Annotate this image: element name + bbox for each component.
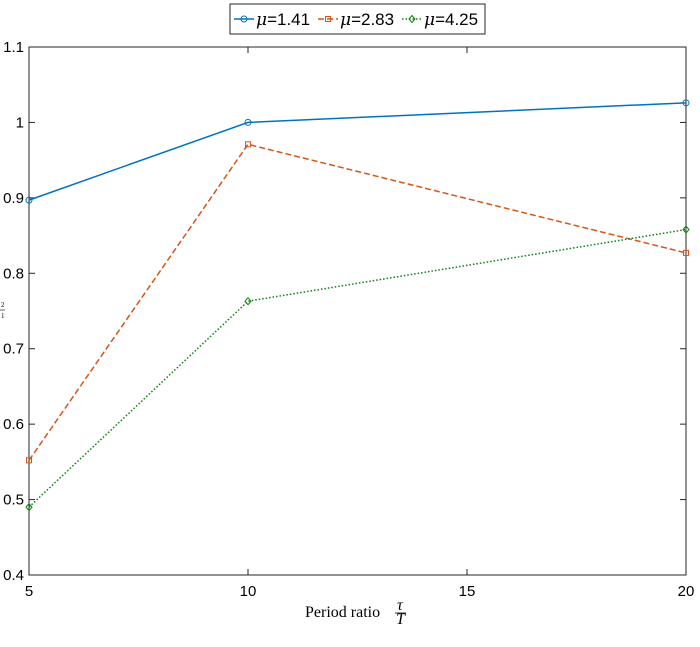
legend: μ=1.41 μ=2.83 μ=4.25: [229, 3, 486, 35]
y-axis-label-numerator: 2: [1, 301, 5, 309]
legend-marker: [408, 14, 416, 24]
series-2: [26, 141, 689, 464]
y-tick-label: 0.4: [3, 567, 24, 584]
series-line: [28, 228, 687, 508]
x-axis-label: Period ratio: [305, 604, 380, 621]
data-point: [682, 99, 690, 107]
legend-marker: [240, 15, 248, 23]
series-layer: [25, 99, 690, 512]
x-tick-label: 15: [459, 583, 476, 600]
series-line: [28, 143, 687, 461]
y-axis-ticks: 0.4 0.5 0.6 0.7 0.8 0.9 1 1.1: [3, 39, 686, 584]
data-point: [244, 296, 252, 306]
x-axis-ticks: 5 10 15 20: [25, 47, 695, 600]
series-1: [25, 99, 690, 204]
data-point: [25, 502, 33, 512]
x-axis-label-denominator: T: [396, 611, 406, 628]
series-line: [28, 102, 687, 201]
data-point: [244, 118, 252, 126]
y-tick-label: 0.6: [3, 416, 24, 433]
legend-entry: μ=4.25: [402, 10, 478, 30]
series-3: [25, 225, 690, 512]
legend-label: μ=4.25: [424, 10, 478, 30]
y-tick-label: 1.1: [3, 39, 24, 56]
data-point: [245, 141, 251, 148]
x-axis-label-numerator: τ: [397, 597, 404, 614]
legend-entry: μ=1.41: [234, 10, 310, 30]
legend-entry: μ=2.83: [318, 10, 394, 30]
data-point: [683, 249, 689, 256]
y-tick-label: 0.7: [3, 341, 24, 358]
legend-label: μ=1.41: [256, 10, 310, 30]
legend-label: μ=2.83: [340, 10, 394, 30]
data-point: [25, 196, 33, 204]
y-tick-label: 0.5: [3, 492, 24, 509]
y-tick-label: 0.9: [3, 190, 24, 207]
legend-marker: [325, 16, 331, 22]
y-axis-label-denominator: 1: [1, 312, 5, 320]
x-tick-label: 20: [678, 583, 695, 600]
plot-area: [28, 46, 687, 576]
x-tick-label: 5: [25, 583, 33, 600]
x-tick-label: 10: [240, 583, 257, 600]
data-point: [26, 457, 32, 464]
data-point: [682, 225, 690, 234]
y-tick-label: 1: [16, 114, 24, 131]
y-tick-label: 0.8: [3, 265, 24, 282]
legend-box: [229, 3, 486, 35]
